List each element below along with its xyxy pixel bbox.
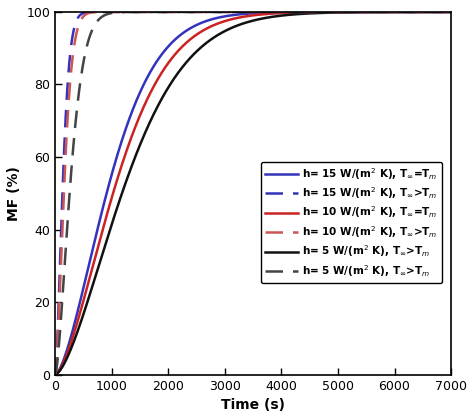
Y-axis label: MF (%): MF (%) — [7, 166, 21, 221]
Legend: h= 15 W/(m$^2$ K), T$_\infty$=T$_m$, h= 15 W/(m$^2$ K), T$_\infty$>T$_m$, h= 10 : h= 15 W/(m$^2$ K), T$_\infty$=T$_m$, h= … — [261, 162, 442, 283]
X-axis label: Time (s): Time (s) — [221, 398, 285, 412]
